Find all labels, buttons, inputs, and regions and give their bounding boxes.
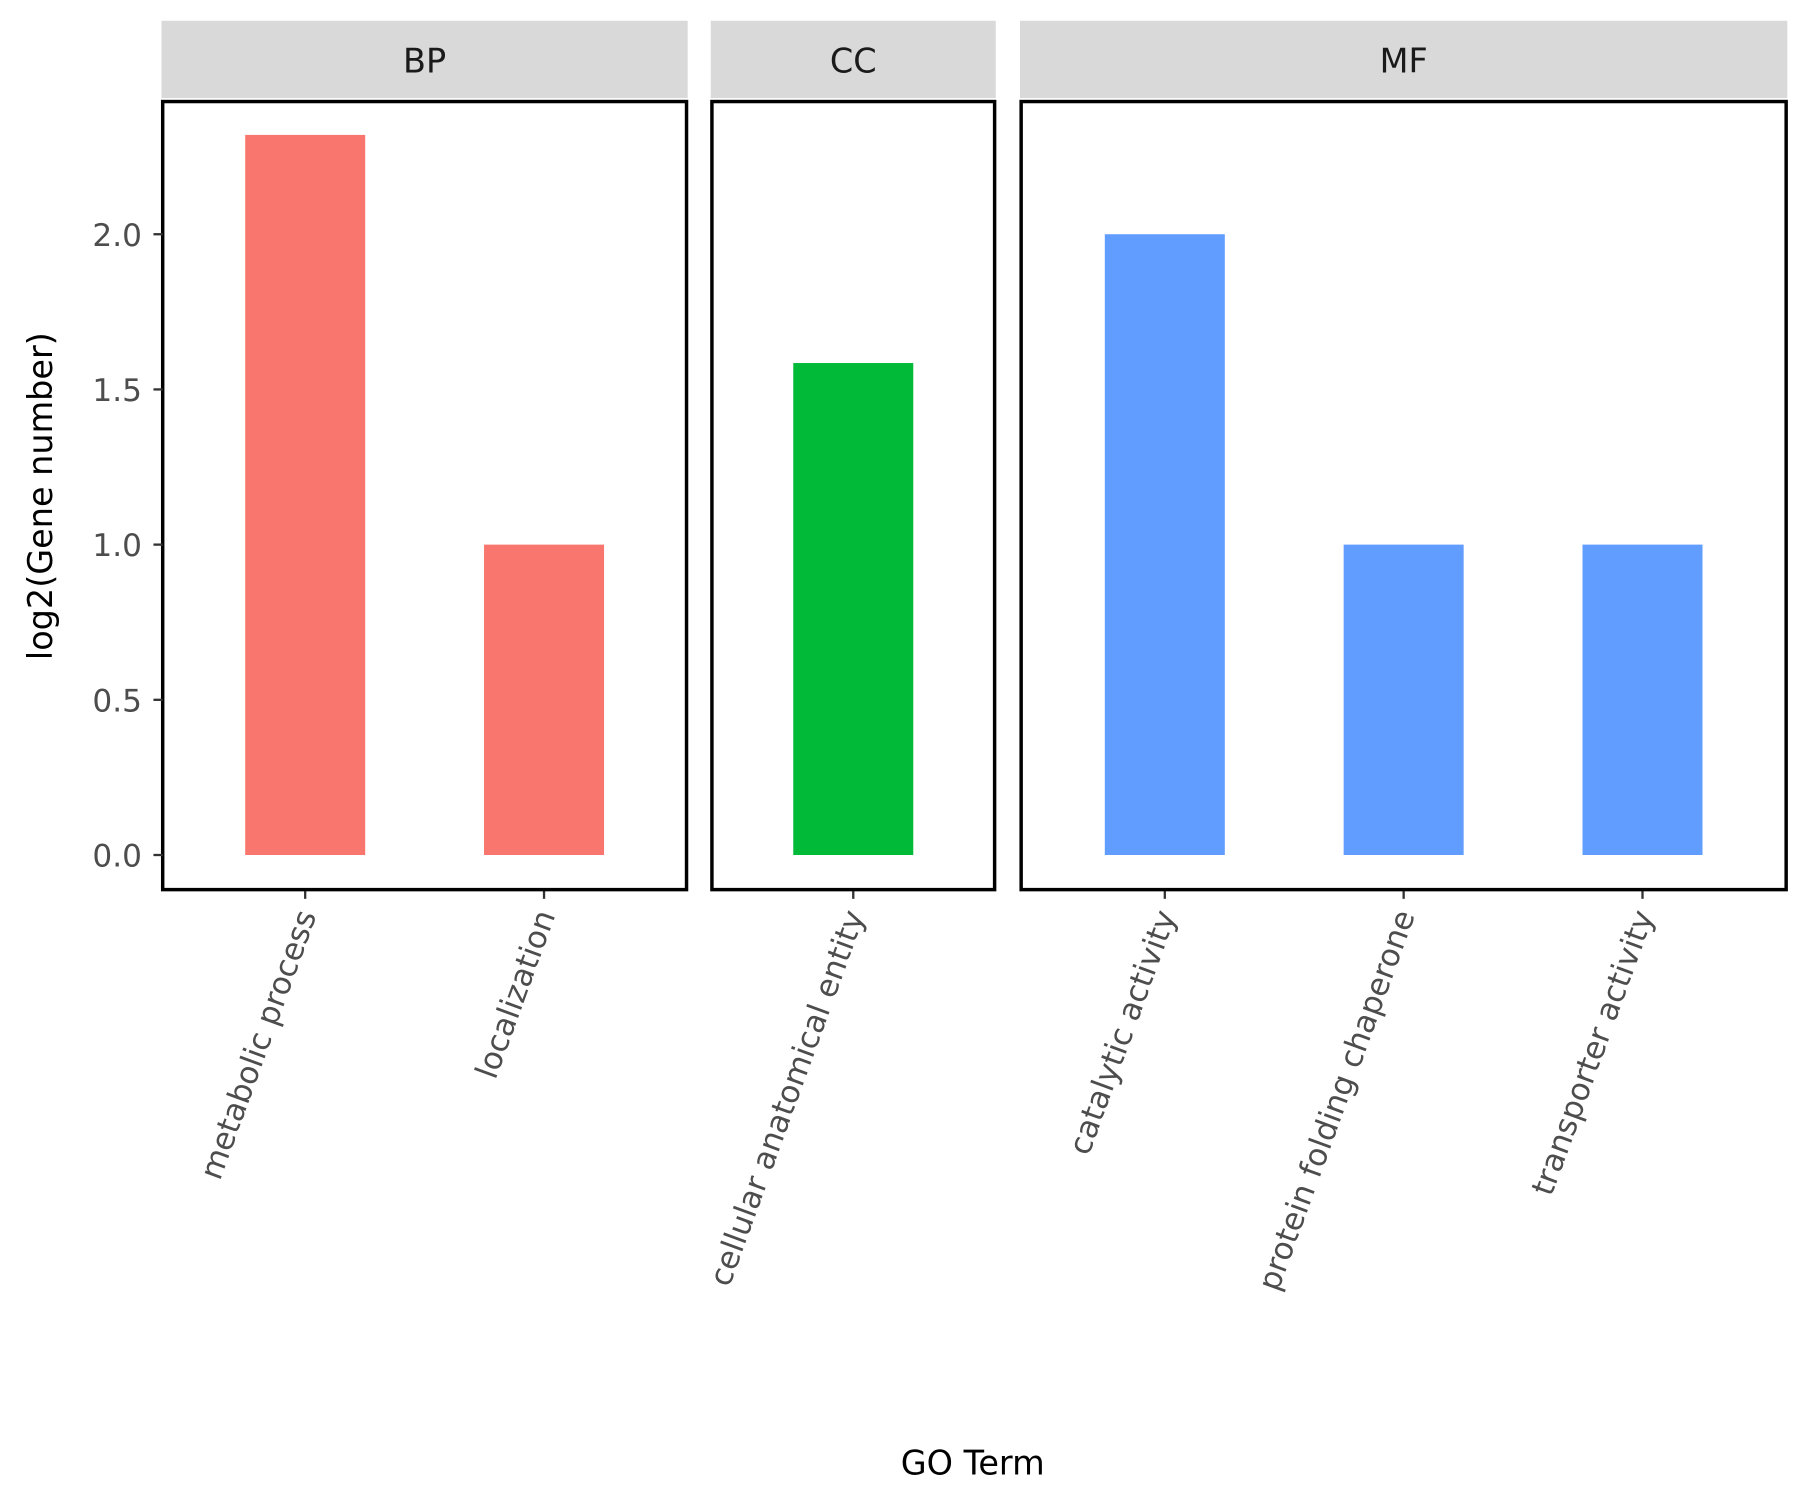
- y-tick-label: 0.0: [92, 839, 142, 875]
- x-tick-label: transporter activity: [1525, 905, 1662, 1200]
- panel-border: [1019, 99, 1788, 892]
- bar: [1582, 544, 1703, 855]
- facet-strip-label: MF: [1380, 42, 1428, 81]
- y-axis-title: log2(Gene number): [21, 332, 60, 660]
- bar: [484, 544, 605, 855]
- facet-strip: [1020, 20, 1788, 99]
- x-tick-label: protein folding chaperone: [1251, 905, 1422, 1295]
- facet-cc: CC cellular anatomical entity: [703, 20, 997, 1291]
- x-tick-label: cellular anatomical entity: [703, 905, 873, 1290]
- x-tick-label: localization: [469, 905, 563, 1083]
- y-tick-label: 0.5: [92, 683, 142, 719]
- y-tick-label: 2.0: [92, 218, 142, 254]
- bar: [1343, 544, 1464, 855]
- x-tick-label: catalytic activity: [1062, 905, 1184, 1159]
- facet-mf: MF catalytic activity protein folding chap…: [1019, 20, 1788, 1296]
- panel-background: [162, 101, 687, 890]
- panel-border: [160, 99, 689, 892]
- x-axis-title: GO Term: [901, 1444, 1045, 1483]
- facet-strip: [710, 20, 996, 99]
- bar: [245, 134, 366, 855]
- y-tick-label: 1.0: [92, 528, 142, 564]
- facet-bp: BP metabolic process localization: [160, 20, 689, 1184]
- facet-strip-label: CC: [830, 42, 877, 81]
- x-tick-label: metabolic process: [193, 905, 324, 1184]
- bar: [793, 363, 914, 855]
- facet-strip: [161, 20, 688, 99]
- y-tick-label: 1.5: [92, 373, 142, 409]
- bar: [1104, 234, 1225, 855]
- facet-strip-label: BP: [403, 42, 446, 81]
- panel-border: [710, 99, 997, 892]
